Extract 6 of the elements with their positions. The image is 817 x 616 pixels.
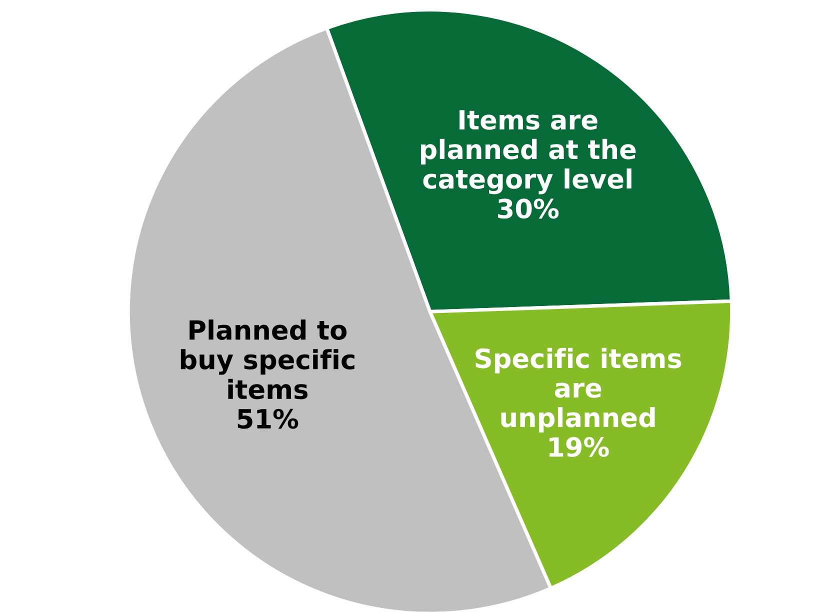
data-label: 19% [550,437,609,457]
slice-label: Specific items are unplanned [476,348,682,433]
slice-label: Items are planned at the category level [420,110,636,194]
data-label: 51% [238,408,298,429]
slice-label: Planned to buy specific items [180,320,354,400]
data-label: 30% [498,198,559,219]
